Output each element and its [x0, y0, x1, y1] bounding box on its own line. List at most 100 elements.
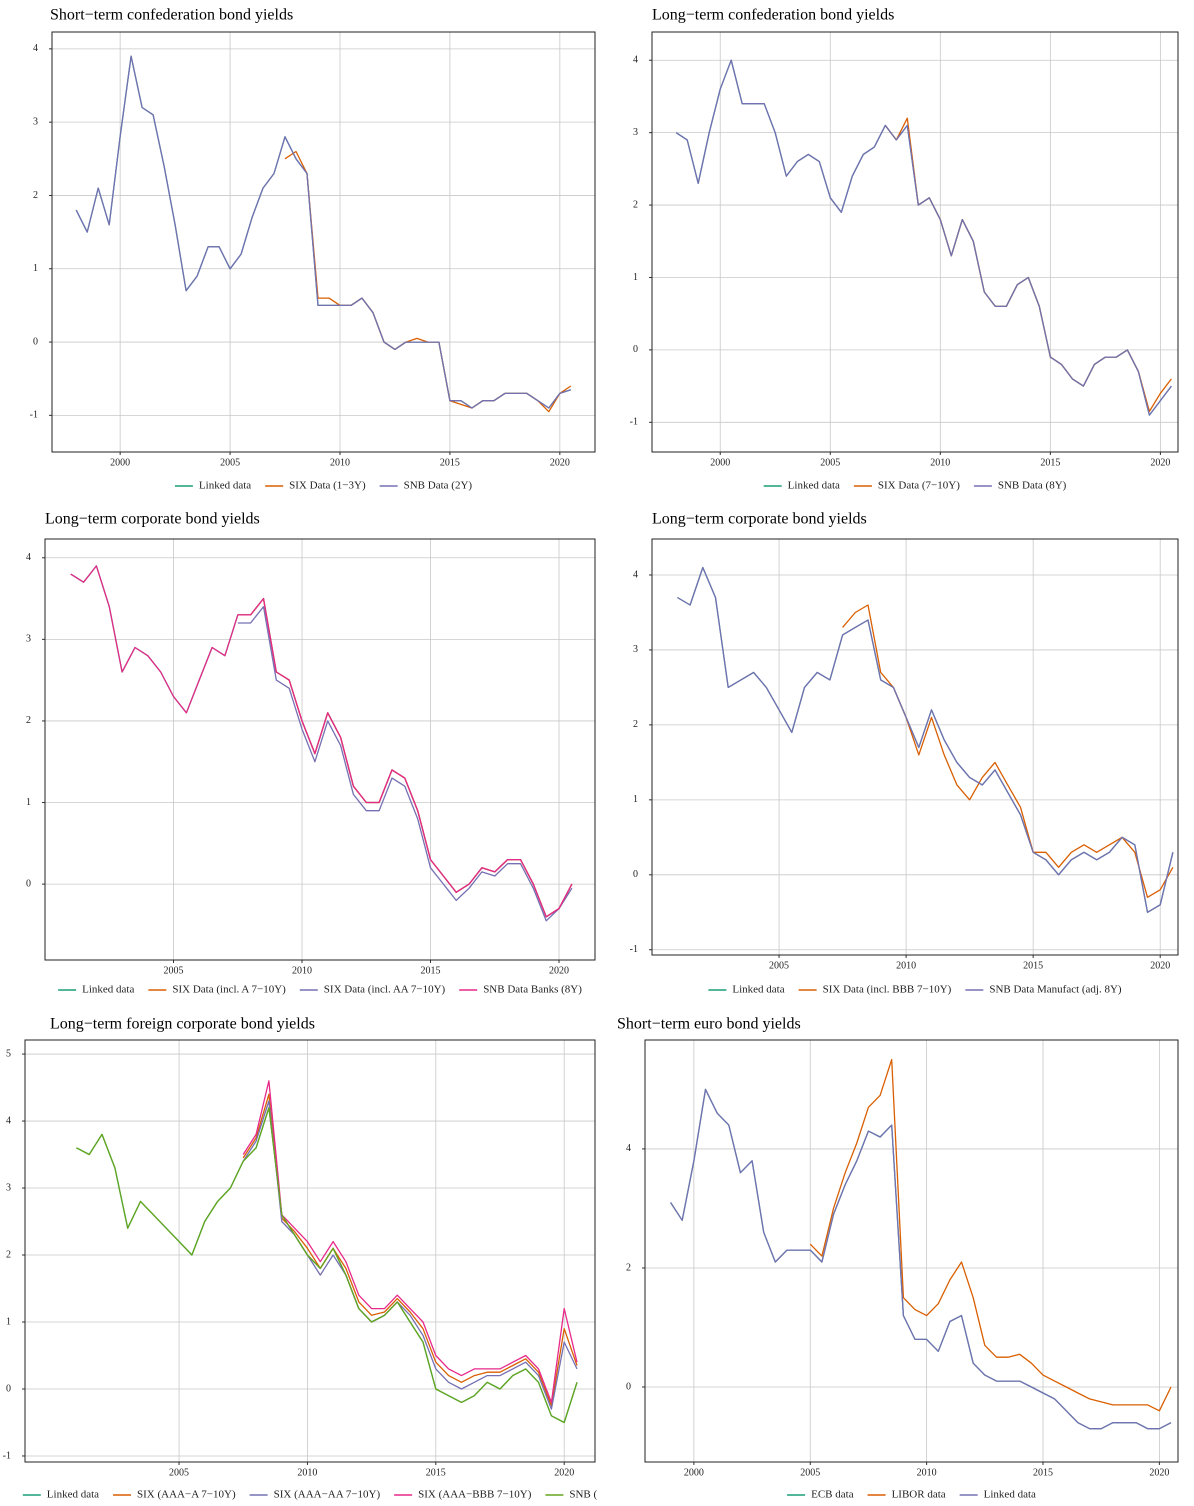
panel: Long−term corporate bond yields 0 1 2 3 4 2005…: [26, 511, 596, 996]
x-tick-label: 2020: [554, 1467, 574, 1478]
y-tick-label: 0: [633, 869, 638, 880]
x-tick-label: 2010: [297, 1467, 317, 1478]
x-tick-label: 2020: [549, 965, 569, 976]
x-tick-label: 2010: [292, 965, 312, 976]
series-line: [242, 1093, 578, 1407]
x-tick-label: 2000: [110, 457, 130, 468]
legend-label: SIX Data (incl. BBB 7−10Y): [823, 984, 952, 996]
legend-label: Linked data: [47, 1489, 99, 1501]
series-line: [809, 1058, 1172, 1412]
plot-frame: [44, 538, 596, 961]
y-tick-label: 0: [26, 878, 31, 889]
series-line: [75, 55, 572, 409]
series-line: [237, 597, 573, 918]
x-tick-label: 2010: [896, 960, 916, 971]
legend-label: Linked data: [199, 480, 251, 492]
x-tick-label: 2005: [169, 1467, 189, 1478]
x-tick-label: 2005: [769, 960, 789, 971]
legend-label: SNB Data Banks (8Y): [483, 984, 582, 996]
y-tick-label: 3: [26, 634, 31, 645]
plot-frame: [644, 1039, 1179, 1463]
legend-label: Linked data: [732, 984, 784, 996]
x-tick-label: 2005: [220, 457, 240, 468]
y-tick-label: 4: [33, 43, 38, 54]
series-line: [677, 566, 1174, 913]
series-line: [675, 59, 1172, 416]
series-line: [884, 117, 1172, 413]
y-tick-label: -1: [630, 417, 638, 428]
series-line: [75, 55, 572, 409]
x-tick-label: 2000: [710, 457, 730, 468]
series-line: [76, 1107, 578, 1424]
y-tick-label: 4: [26, 552, 31, 563]
y-tick-label: 4: [6, 1115, 11, 1126]
series-line: [242, 1080, 578, 1404]
legend-label: ECB data: [811, 1489, 854, 1501]
panel: Long−term foreign corporate bond yields -…: [3, 1016, 598, 1501]
legend-label: SIX (AAA−AA 7−10Y): [274, 1489, 381, 1501]
y-tick-label: 0: [633, 344, 638, 355]
y-tick-label: 3: [6, 1182, 11, 1193]
chart-title: Long−term corporate bond yields: [652, 511, 867, 528]
legend: Linked data SIX Data (7−10Y) SNB Data (8Y): [763, 480, 1067, 492]
x-tick-label: 2020: [550, 457, 570, 468]
x-tick-label: 2005: [820, 457, 840, 468]
y-tick-label: 2: [633, 199, 638, 210]
legend: Linked data SIX Data (1−3Y) SNB Data (2Y): [174, 480, 473, 492]
legend-label: SIX Data (incl. A 7−10Y): [172, 984, 286, 996]
panel: Short−term confederation bond yields -1 0 1…: [30, 7, 596, 492]
x-tick-label: 2015: [421, 965, 441, 976]
plot-frame: [651, 538, 1179, 956]
y-tick-label: 1: [33, 263, 38, 274]
legend-label: SIX Data (incl. AA 7−10Y): [324, 984, 446, 996]
series-line: [70, 565, 573, 918]
y-tick-label: 2: [26, 715, 31, 726]
y-tick-label: 3: [633, 644, 638, 655]
x-tick-label: 2020: [1150, 457, 1170, 468]
legend-label: SIX Data (7−10Y): [878, 480, 960, 492]
y-tick-label: 5: [6, 1048, 11, 1059]
x-tick-label: 2015: [1023, 960, 1043, 971]
legend-label: SNB Data (2Y): [404, 480, 473, 492]
y-tick-label: 2: [6, 1249, 11, 1260]
panel: Long−term confederation bond yields -1 0 1 2…: [630, 7, 1179, 492]
x-tick-label: 2005: [800, 1467, 820, 1478]
chart-title: Long−term corporate bond yields: [45, 511, 260, 528]
y-tick-label: 4: [633, 569, 638, 580]
x-tick-label: 2010: [917, 1467, 937, 1478]
y-tick-label: 0: [33, 336, 38, 347]
y-tick-label: 2: [633, 719, 638, 730]
y-tick-label: 2: [33, 190, 38, 201]
legend-label: Linked data: [984, 1489, 1036, 1501]
legend-label: SNB Data (8Y): [998, 480, 1067, 492]
y-tick-label: 4: [633, 55, 638, 66]
y-tick-label: 4: [626, 1143, 631, 1154]
chart-title: Long−term confederation bond yields: [652, 7, 894, 24]
series-line: [284, 150, 572, 413]
legend-label: SIX Data (1−3Y): [289, 480, 366, 492]
plot-frame: [51, 31, 596, 453]
chart-title: Short−term confederation bond yields: [50, 7, 293, 24]
y-tick-label: 0: [6, 1383, 11, 1394]
series-line: [677, 566, 1174, 913]
y-tick-label: 1: [26, 797, 31, 808]
x-tick-label: 2015: [426, 1467, 446, 1478]
y-tick-label: 1: [633, 272, 638, 283]
series-line: [670, 1088, 1172, 1430]
legend-label: Linked data: [82, 984, 134, 996]
panel: Short−term euro bond yields 0 2 4 2000 2005 20…: [617, 1016, 1179, 1501]
legend-label: SNB Data Manufact (adj. 8Y): [989, 984, 1122, 996]
legend: Linked data SIX (AAA−A 7−10Y) SIX (AAA−AA …: [22, 1489, 598, 1501]
y-tick-label: -1: [630, 944, 638, 955]
legend: ECB data LIBOR data Linked data: [787, 1489, 1036, 1501]
legend-label: SIX (AAA−BBB 7−10Y): [418, 1489, 532, 1501]
legend-label: SIX (AAA−A 7−10Y): [137, 1489, 236, 1501]
chart-title: Long−term foreign corporate bond yields: [50, 1016, 315, 1033]
legend-label: Linked data: [788, 480, 840, 492]
chart-title: Short−term euro bond yields: [617, 1016, 801, 1033]
x-tick-label: 2010: [330, 457, 350, 468]
x-tick-label: 2020: [1149, 1467, 1169, 1478]
x-tick-label: 2020: [1150, 960, 1170, 971]
